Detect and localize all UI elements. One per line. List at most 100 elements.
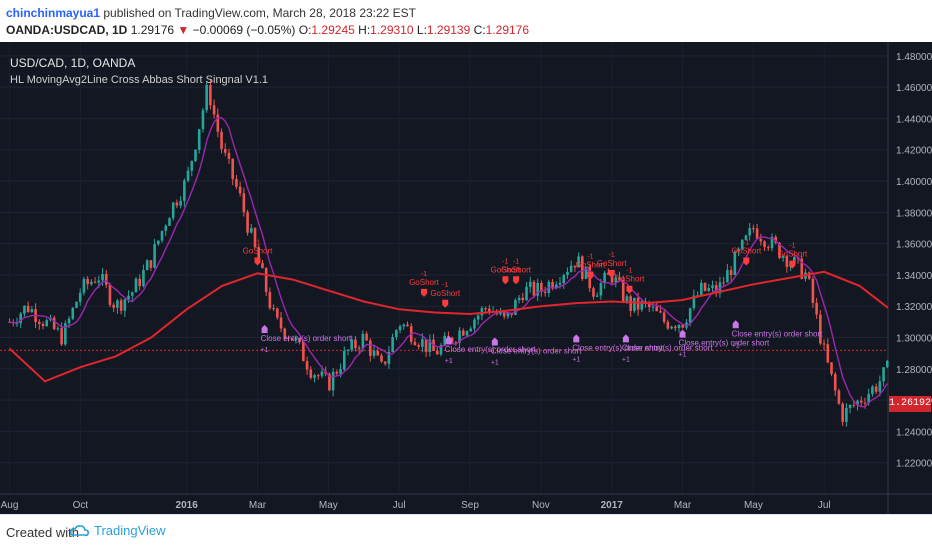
goshort-arrow bbox=[789, 260, 796, 269]
candle-body bbox=[272, 308, 275, 310]
goshort-label: GoShort bbox=[597, 259, 628, 268]
candle-body bbox=[625, 296, 629, 302]
candle-body bbox=[130, 292, 134, 296]
candle-body bbox=[290, 338, 294, 341]
candle-body bbox=[104, 273, 108, 285]
close-arrow bbox=[261, 324, 268, 333]
x-tick-label: 2017 bbox=[601, 500, 624, 511]
candle-body bbox=[123, 299, 127, 311]
candle-body bbox=[328, 373, 331, 391]
signal-qty-label: -1 bbox=[513, 258, 519, 265]
candle-body bbox=[75, 301, 78, 308]
goshort-arrow bbox=[513, 276, 520, 285]
candle-body bbox=[235, 179, 238, 187]
candle-body bbox=[584, 267, 588, 279]
candle-body bbox=[45, 320, 49, 326]
candle-body bbox=[473, 319, 476, 329]
candle-body bbox=[499, 312, 502, 315]
candle-body bbox=[424, 339, 428, 352]
x-tick-label: Mar bbox=[249, 500, 267, 511]
x-tick-label: Mar bbox=[674, 500, 692, 511]
candle-body bbox=[309, 369, 313, 378]
y-tick-label: 1.28000 bbox=[896, 365, 932, 376]
candle-body bbox=[238, 186, 242, 194]
candle-body bbox=[86, 278, 89, 285]
candle-body bbox=[558, 282, 562, 285]
candle-body bbox=[740, 239, 744, 249]
close-entry-label: Close entry(s) order short bbox=[732, 329, 823, 338]
candle-body bbox=[484, 308, 487, 310]
candle-body bbox=[848, 404, 852, 408]
candle-body bbox=[60, 328, 63, 345]
candle-body bbox=[521, 297, 525, 301]
open-label: O: bbox=[298, 23, 312, 37]
close-qty-label: +1 bbox=[679, 352, 687, 359]
candle-body bbox=[30, 309, 34, 312]
close-qty-label: +1 bbox=[622, 356, 630, 363]
candle-body bbox=[264, 268, 268, 293]
candle-body bbox=[223, 148, 227, 153]
y-tick-label: 1.24000 bbox=[896, 427, 932, 438]
candle-body bbox=[417, 345, 420, 347]
candle-body bbox=[807, 272, 811, 279]
candle-body bbox=[599, 283, 603, 296]
chart-header: chinchinmayua1 published on TradingView.… bbox=[0, 0, 932, 42]
candle-body bbox=[391, 337, 394, 352]
goshort-arrow bbox=[626, 285, 633, 294]
candle-body bbox=[878, 381, 882, 392]
candle-body bbox=[372, 350, 376, 356]
candle-body bbox=[469, 328, 473, 332]
candle-body bbox=[885, 360, 889, 368]
candle-body bbox=[465, 331, 469, 336]
candle-body bbox=[93, 281, 97, 283]
tradingview-logo[interactable]: TradingView bbox=[70, 523, 166, 538]
signal-qty-label: -1 bbox=[587, 254, 593, 261]
candle-body bbox=[863, 402, 867, 404]
candle-body bbox=[618, 277, 621, 280]
candle-body bbox=[733, 251, 737, 275]
close-qty-label: +1 bbox=[491, 360, 499, 367]
candle-body bbox=[763, 241, 766, 248]
candle-body bbox=[361, 333, 365, 349]
candle-body bbox=[67, 318, 71, 324]
tradingview-brand: TradingView bbox=[94, 523, 166, 538]
candle-body bbox=[339, 369, 342, 374]
candle-body bbox=[261, 263, 264, 269]
signal-qty-label: -1 bbox=[502, 258, 508, 265]
price-chart[interactable]: 1.48000 1.46000 1.44000 1.42000 1.40000 1.380… bbox=[0, 42, 932, 514]
candle-body bbox=[205, 84, 208, 111]
x-tick-label: Nov bbox=[532, 500, 550, 511]
candle-body bbox=[871, 386, 874, 394]
candle-body bbox=[268, 292, 272, 309]
candle-body bbox=[276, 308, 279, 318]
close-entry-label: Close entry(s) order short bbox=[679, 339, 770, 348]
candle-body bbox=[313, 375, 316, 378]
close-entry-label: Close entry(s) order short bbox=[261, 334, 352, 343]
signal-qty-label: -1 bbox=[789, 243, 795, 250]
candle-body bbox=[729, 270, 733, 275]
candle-body bbox=[841, 403, 844, 422]
candle-body bbox=[703, 282, 707, 291]
candle-body bbox=[387, 351, 391, 364]
close-entry-label: Close entry(s) order short bbox=[572, 343, 663, 352]
close-arrow bbox=[445, 335, 452, 344]
study-name[interactable]: HL MovingAvg2Line Cross Abbas Short Sing… bbox=[10, 74, 269, 86]
candle-body bbox=[528, 281, 532, 287]
close-entry-label: Close entry(s) order short bbox=[491, 347, 582, 356]
candle-body bbox=[566, 271, 569, 276]
chart-area[interactable]: 1.48000 1.46000 1.44000 1.42000 1.40000 1.380… bbox=[0, 42, 932, 514]
candle-body bbox=[517, 297, 521, 301]
close-arrow bbox=[622, 334, 629, 343]
y-tick-label: 1.42000 bbox=[896, 146, 932, 157]
candle-body bbox=[41, 323, 45, 326]
x-tick-label: Jul bbox=[818, 500, 831, 511]
candle-body bbox=[569, 265, 573, 272]
candle-body bbox=[800, 258, 804, 279]
price-change: −0.00069 (−0.05%) bbox=[192, 23, 296, 37]
candle-body bbox=[867, 393, 870, 403]
candle-body bbox=[673, 326, 677, 329]
candle-body bbox=[402, 324, 406, 327]
candle-body bbox=[815, 302, 818, 315]
candle-body bbox=[659, 311, 662, 313]
author-link[interactable]: chinchinmayua1 bbox=[6, 6, 101, 20]
